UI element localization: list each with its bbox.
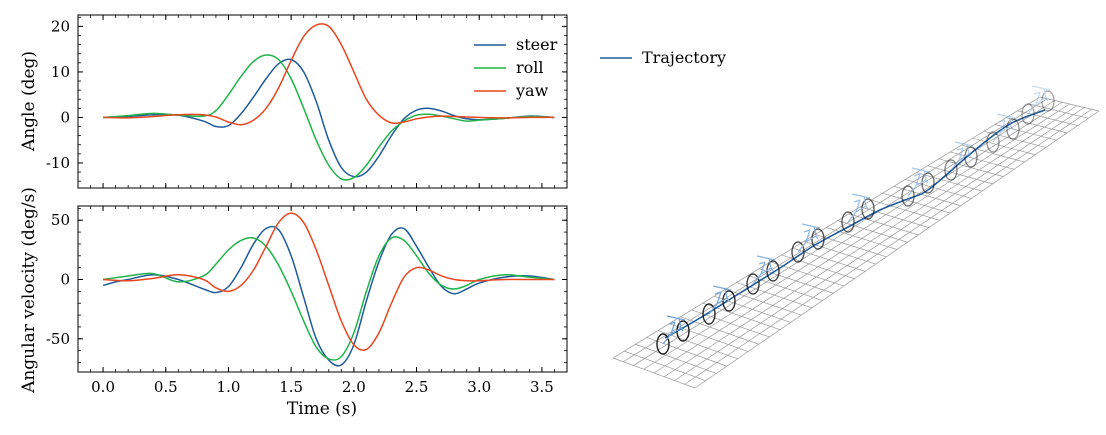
angle-legend: steer roll yaw xyxy=(474,35,558,100)
angle-y-tick-label: 10 xyxy=(51,63,70,81)
bicycle-front-wheel xyxy=(1041,90,1055,112)
velocity-series-steer xyxy=(102,225,555,367)
velocity-y-tick-label: 0 xyxy=(60,271,70,289)
bicycle-rear-wheel xyxy=(901,185,915,207)
bicycle-rear-wheel xyxy=(791,241,805,263)
bicycle-rear-wheel xyxy=(986,131,1000,153)
bicycle-frame xyxy=(1027,85,1051,115)
grid-line-long xyxy=(653,103,1070,374)
bicycle-frame xyxy=(847,193,871,223)
grid-line-long xyxy=(633,100,1055,366)
bicycle xyxy=(702,285,736,325)
velocity-x-tick-label: 0.0 xyxy=(91,378,115,396)
angle-y-tick-label: -10 xyxy=(46,154,70,172)
velocity-plot-frame xyxy=(77,205,568,373)
ground-grid xyxy=(612,96,1100,389)
angle-y-tick-label: 0 xyxy=(60,108,70,126)
trajectory-scene: Trajectory xyxy=(600,48,1100,389)
velocity-x-tick-label: 2.5 xyxy=(405,378,429,396)
bicycle xyxy=(841,193,875,233)
bicycle-rear-wheel xyxy=(746,273,760,295)
velocity-series-roll xyxy=(102,236,555,361)
bicycle-rear-wheel xyxy=(944,159,958,181)
bicycles xyxy=(656,85,1055,355)
bicycle xyxy=(656,315,690,355)
angle-series-roll xyxy=(103,54,555,181)
velocity-series-yaw xyxy=(103,212,555,351)
bicycle xyxy=(944,141,978,181)
angle-y-tick-label: 20 xyxy=(51,17,70,35)
bicycle-frame xyxy=(662,315,686,345)
velocity-x-tick-label: 2.0 xyxy=(342,378,366,396)
bicycle-frame xyxy=(752,255,776,285)
velocity-y-axis-label: Angular velocity (deg/s) xyxy=(19,187,39,394)
bicycle xyxy=(1021,85,1055,125)
velocity-x-ticks: 0.0 0.5 1.0 1.5 2.0 2.5 3.0 3.5 xyxy=(90,206,555,396)
bicycle xyxy=(901,167,935,207)
velocity-x-tick-label: 3.5 xyxy=(530,378,554,396)
bicycle xyxy=(986,113,1020,153)
bicycle xyxy=(791,223,825,263)
bicycle xyxy=(746,255,780,295)
angular-velocity-panel: 50 0 -50 0.0 0.5 1.0 1.5 2.0 2.5 3.0 3.5 Angular … xyxy=(19,187,568,419)
angle-series-lines xyxy=(103,23,555,181)
grid-line-long xyxy=(612,96,1041,359)
angle-panel: 20 10 0 -10 Angle (deg) steer roll yaw xyxy=(19,14,568,189)
velocity-x-tick-label: 3.0 xyxy=(467,378,491,396)
bicycle-rear-wheel xyxy=(702,303,716,325)
angle-series-yaw xyxy=(103,23,555,126)
grid-line-long xyxy=(694,110,1100,389)
velocity-y-tick-label: 50 xyxy=(51,211,70,229)
grid-line-long xyxy=(684,108,1092,385)
legend-label-yaw: yaw xyxy=(515,81,549,100)
x-axis-label: Time (s) xyxy=(287,399,357,419)
bicycle-frame xyxy=(992,113,1016,143)
bicycle-rear-wheel xyxy=(841,211,855,233)
bicycle-front-wheel xyxy=(1006,118,1020,140)
trajectory-line xyxy=(664,109,1046,339)
bicycle-frame xyxy=(950,141,974,171)
grid-line-long xyxy=(664,105,1078,378)
angle-y-ticks: 20 10 0 -10 xyxy=(46,16,567,182)
bicycle-rear-wheel xyxy=(656,333,670,355)
velocity-x-tick-label: 0.5 xyxy=(154,378,178,396)
velocity-series-lines xyxy=(102,212,555,367)
grid-line-long xyxy=(674,107,1085,381)
trajectory-legend-label: Trajectory xyxy=(642,48,726,67)
bicycle-frame xyxy=(797,223,821,253)
legend-label-steer: steer xyxy=(516,35,558,54)
velocity-x-tick-label: 1.0 xyxy=(217,378,241,396)
velocity-y-ticks: 50 0 -50 xyxy=(46,207,567,363)
grid-line-long xyxy=(623,98,1048,363)
bicycle-rear-wheel xyxy=(1021,103,1035,125)
scene-legend: Trajectory xyxy=(600,48,726,67)
grid-line-long xyxy=(643,101,1063,370)
bicycle-frame xyxy=(708,285,732,315)
velocity-x-tick-label: 1.5 xyxy=(279,378,303,396)
angle-y-axis-label: Angle (deg) xyxy=(19,51,39,152)
angle-plot-frame xyxy=(77,14,568,189)
bicycle-frame xyxy=(907,167,931,197)
angle-x-ticks xyxy=(90,15,555,188)
legend-label-roll: roll xyxy=(516,58,544,77)
velocity-y-tick-label: -50 xyxy=(46,330,70,348)
